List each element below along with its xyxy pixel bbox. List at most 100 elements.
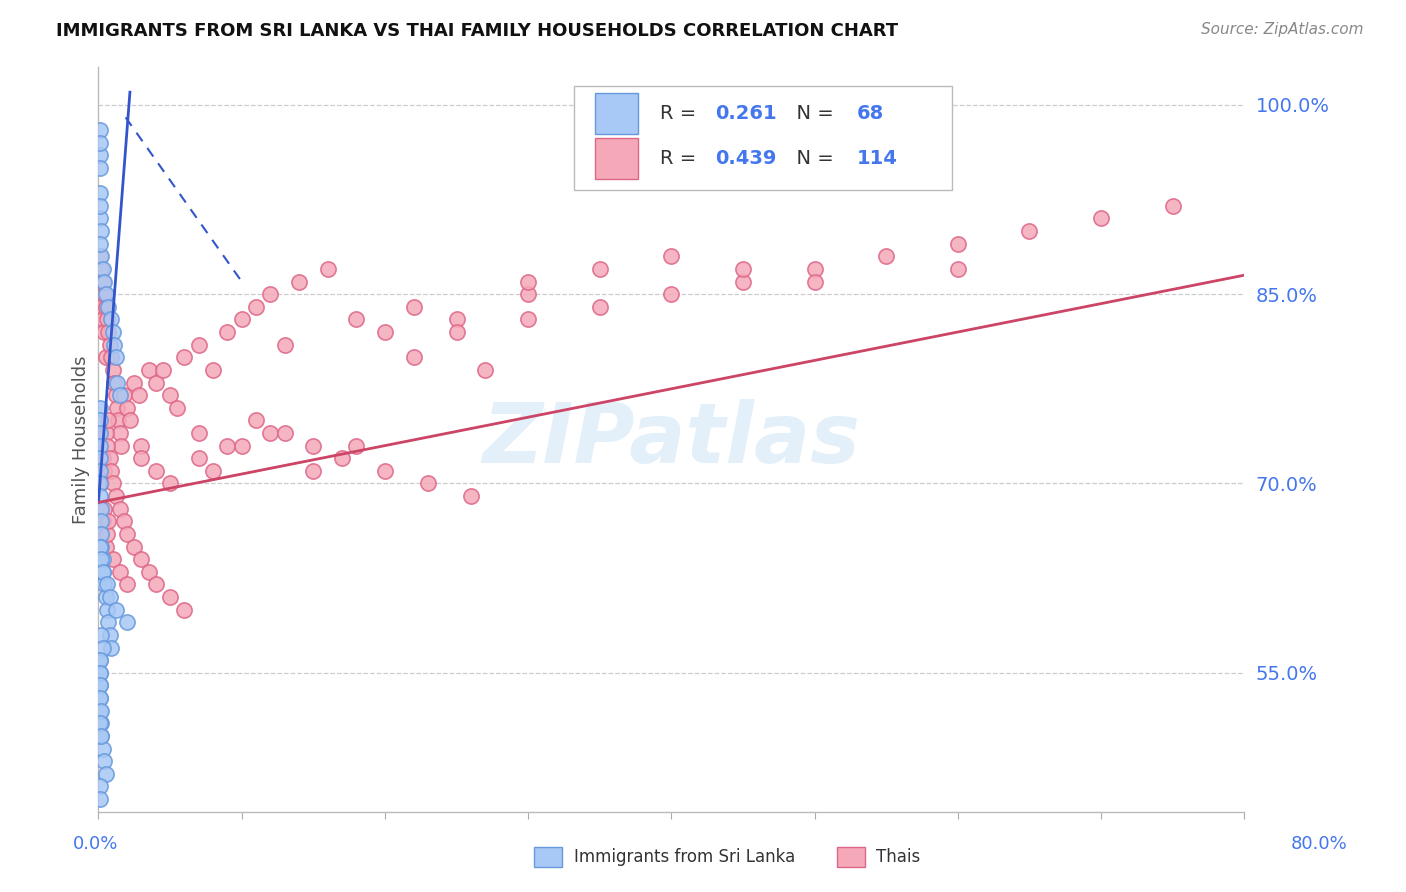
Point <box>94 287 117 301</box>
Point <box>89 716 111 731</box>
Point <box>302 464 325 478</box>
Text: 0.0%: 0.0% <box>73 835 118 853</box>
Point <box>96 439 118 453</box>
Point <box>90 527 112 541</box>
Point <box>96 527 118 541</box>
Point <box>159 388 181 402</box>
Point <box>245 300 267 314</box>
Point <box>89 123 111 137</box>
Point <box>90 552 112 566</box>
Point <box>90 514 112 528</box>
Point <box>97 514 120 528</box>
Point <box>101 325 124 339</box>
Point <box>344 439 367 453</box>
Point <box>93 501 115 516</box>
Point <box>231 439 253 453</box>
Point <box>90 716 112 731</box>
Text: N =: N = <box>783 104 839 123</box>
Point <box>1161 199 1184 213</box>
Point <box>89 678 111 692</box>
Point <box>89 249 111 263</box>
Point <box>145 577 167 591</box>
Point <box>173 603 195 617</box>
FancyBboxPatch shape <box>574 86 952 190</box>
Point <box>90 476 112 491</box>
Point <box>589 261 612 276</box>
Point <box>316 261 339 276</box>
Point <box>91 312 114 326</box>
Point <box>187 337 209 351</box>
Point <box>89 476 111 491</box>
Point <box>302 439 325 453</box>
Y-axis label: Family Households: Family Households <box>72 355 90 524</box>
Point <box>89 186 111 201</box>
Point <box>145 464 167 478</box>
Point <box>94 300 117 314</box>
Point <box>166 401 188 415</box>
Point <box>90 704 112 718</box>
Point <box>105 401 128 415</box>
Point <box>97 325 120 339</box>
Point <box>107 413 129 427</box>
Point <box>89 691 111 706</box>
Point <box>89 161 111 175</box>
Point <box>374 325 396 339</box>
Point <box>91 451 114 466</box>
Point <box>104 388 127 402</box>
FancyBboxPatch shape <box>595 94 638 135</box>
Point <box>115 577 138 591</box>
Point <box>108 565 131 579</box>
Point <box>97 615 120 630</box>
Point <box>97 300 120 314</box>
Point <box>98 337 121 351</box>
Point <box>374 464 396 478</box>
Point <box>661 249 683 263</box>
Point <box>89 464 111 478</box>
Point <box>98 590 121 604</box>
Point <box>187 451 209 466</box>
Point <box>91 514 114 528</box>
Point <box>94 425 117 440</box>
Point <box>159 476 181 491</box>
Point <box>402 351 425 365</box>
Point <box>91 565 114 579</box>
Point <box>98 451 121 466</box>
Point <box>108 388 131 402</box>
Point <box>115 527 138 541</box>
Text: Thais: Thais <box>876 848 920 866</box>
Text: Source: ZipAtlas.com: Source: ZipAtlas.com <box>1201 22 1364 37</box>
Point <box>131 552 153 566</box>
Point <box>91 640 114 655</box>
Point <box>115 401 138 415</box>
Point <box>402 300 425 314</box>
Point <box>93 754 115 768</box>
Point <box>100 640 122 655</box>
Point <box>100 351 122 365</box>
FancyBboxPatch shape <box>595 138 638 179</box>
Point <box>89 451 111 466</box>
Point <box>93 275 115 289</box>
Point <box>1018 224 1040 238</box>
Point <box>100 312 122 326</box>
Point <box>122 540 145 554</box>
Text: 114: 114 <box>858 149 898 168</box>
Text: 68: 68 <box>858 104 884 123</box>
Point <box>89 425 111 440</box>
Point <box>131 439 153 453</box>
Point <box>803 261 825 276</box>
Point <box>89 653 111 667</box>
Point <box>803 275 825 289</box>
Point <box>115 615 138 630</box>
Point <box>217 439 239 453</box>
Point <box>145 376 167 390</box>
Point <box>89 792 111 806</box>
Point <box>875 249 897 263</box>
Point <box>259 287 281 301</box>
Point <box>104 489 127 503</box>
Point <box>91 275 114 289</box>
Text: R =: R = <box>659 104 703 123</box>
Point <box>96 603 118 617</box>
Point <box>122 376 145 390</box>
Point <box>517 275 540 289</box>
Point <box>446 325 468 339</box>
